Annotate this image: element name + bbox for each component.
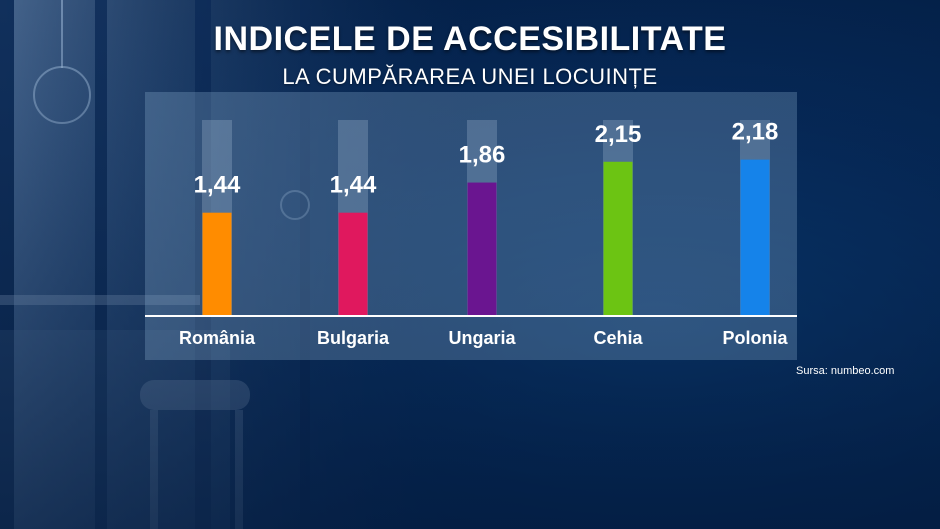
category-label: România [179,328,256,348]
bar-value-label: 1,44 [194,172,241,199]
bar-value-label: 1,44 [330,172,377,199]
source-note: Sursa: numbeo.com [796,365,895,377]
category-label: Polonia [722,328,788,348]
category-label: Cehia [593,328,643,348]
chart-subtitle: LA CUMPĂRAREA UNEI LOCUINȚE [282,64,658,89]
chart-title: INDICELE DE ACCESIBILITATE [213,20,727,58]
bar [202,212,232,316]
bar [338,212,368,316]
bar [603,161,633,316]
bar-value-label: 2,15 [595,121,642,148]
bar [740,159,770,316]
category-label: Ungaria [448,328,516,348]
bar [467,182,497,316]
bar-value-label: 2,18 [732,119,779,146]
category-label: Bulgaria [317,328,390,348]
bar-value-label: 1,86 [459,142,506,169]
